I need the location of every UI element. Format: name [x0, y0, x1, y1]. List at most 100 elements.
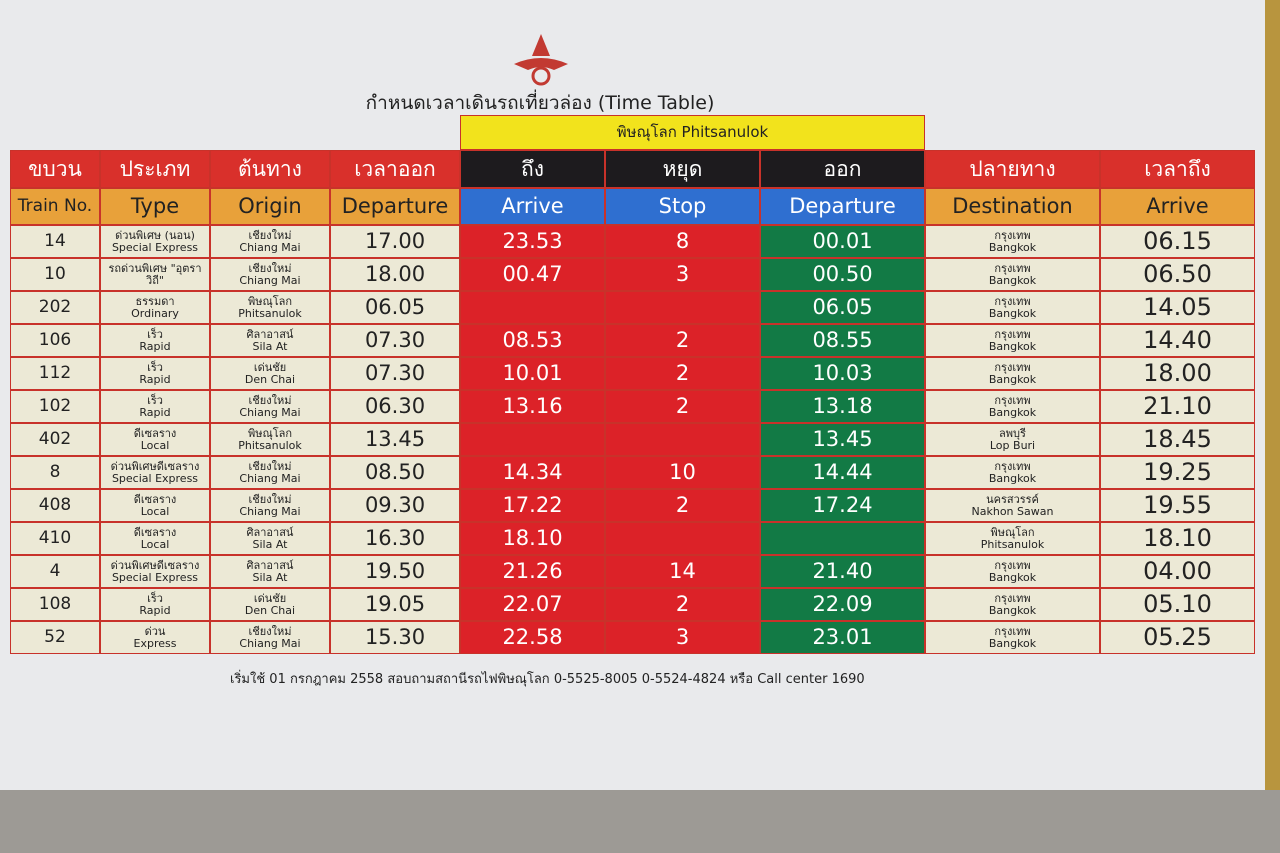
cell-english: Den Chai [244, 603, 296, 617]
cell-value: 14.34 [502, 460, 563, 485]
cell-thai: กรุงเทพ [994, 393, 1031, 407]
table-cell: 09.30 [330, 489, 460, 522]
table-cell: กรุงเทพ Bangkok [925, 555, 1100, 588]
table-cell: 06.05 [330, 291, 460, 324]
cell-value: 21.10 [1143, 391, 1212, 420]
cell-value: 410 [38, 527, 72, 548]
cell-value: 09.30 [364, 493, 426, 518]
cell-thai: กรุงเทพ [994, 558, 1031, 572]
cell-value: 108 [38, 593, 72, 614]
cell-english: Local [140, 438, 170, 452]
cell-english: Bangkok [988, 306, 1037, 320]
cell-english: Phitsanulok [238, 306, 302, 320]
header-thai-text: ประเภท [119, 156, 191, 181]
table-cell: ดีเซลราง Local [100, 522, 210, 555]
cell-thai: รถด่วนพิเศษ "อุตราวิถี" [108, 261, 202, 287]
cell-thai: กรุงเทพ [994, 459, 1031, 473]
table-cell: 07.30 [330, 324, 460, 357]
table-cell: 04.00 [1100, 555, 1255, 588]
cell-thai: พิษณุโลก [247, 426, 293, 440]
header-thai-text: ถึง [521, 156, 544, 181]
table-cell: เร็ว Rapid [100, 324, 210, 357]
cell-value: 4 [49, 560, 61, 581]
cell-thai: ดีเซลราง [133, 426, 177, 440]
table-cell: ดีเซลราง Local [100, 423, 210, 456]
table-cell: 4 [10, 555, 100, 588]
cell-thai: เร็ว [147, 591, 163, 605]
table-cell: เชียงใหม่ Chiang Mai [210, 258, 330, 291]
cell-value: 04.00 [1143, 556, 1212, 585]
cell-thai: ลพบุรี [999, 426, 1026, 440]
cell-english: Chiang Mai [239, 504, 301, 518]
footer-note: เริ่มใช้ 01 กรกฎาคม 2558 สอบถามสถานีรถไฟ… [230, 672, 865, 687]
table-cell: 13.45 [330, 423, 460, 456]
table-cell: 14.34 [460, 456, 605, 489]
table-cell: 14.40 [1100, 324, 1255, 357]
railway-logo [514, 34, 568, 86]
cell-english: Chiang Mai [239, 240, 301, 254]
header-thai-text: ออก [823, 156, 862, 181]
table-cell [605, 522, 760, 555]
table-cell: 21.26 [460, 555, 605, 588]
table-cell: 22.09 [760, 588, 925, 621]
cell-thai: พิษณุโลก [990, 525, 1035, 539]
cell-thai: ด่วน [144, 624, 166, 638]
cell-english: Bangkok [988, 603, 1037, 617]
cell-value: 07.30 [364, 361, 426, 386]
table-cell: เร็ว Rapid [100, 390, 210, 423]
cell-value: 408 [38, 494, 72, 515]
cell-value: 22.09 [812, 592, 873, 617]
cell-value: 21.40 [812, 559, 873, 584]
cell-value: 06.30 [364, 394, 426, 419]
cell-value: 402 [38, 428, 72, 449]
cell-value: 112 [38, 362, 72, 383]
table-cell: ด่วนพิเศษดีเซลราง Special Express [100, 555, 210, 588]
table-cell: 13.45 [760, 423, 925, 456]
table-cell: 108 [10, 588, 100, 621]
table-cell: 23.53 [460, 225, 605, 258]
cell-value: 13.18 [812, 394, 873, 419]
cell-value: 16.30 [364, 526, 426, 551]
cell-thai: ดีเซลราง [133, 525, 177, 539]
table-cell: 8 [605, 225, 760, 258]
cell-thai: ดีเซลราง [133, 492, 177, 506]
cell-english: Nakhon Sawan [971, 504, 1054, 518]
cell-thai: กรุงเทพ [994, 360, 1031, 374]
cell-value: 2 [675, 361, 690, 386]
cell-value: 22.58 [502, 625, 563, 650]
cell-thai: เชียงใหม่ [248, 261, 292, 275]
header-english: Stop [605, 188, 760, 225]
header-thai-text: เวลาถึง [1144, 156, 1211, 181]
table-cell: 10 [605, 456, 760, 489]
header-thai-text: หยุด [662, 156, 703, 181]
table-cell: 2 [605, 588, 760, 621]
table-cell: เชียงใหม่ Chiang Mai [210, 225, 330, 258]
cell-thai: ศิลาอาสน์ [246, 558, 294, 572]
cell-thai: กรุงเทพ [994, 261, 1031, 275]
cell-thai: ศิลาอาสน์ [246, 525, 294, 539]
cell-english: Phitsanulok [980, 537, 1045, 551]
table-cell: ธรรมดา Ordinary [100, 291, 210, 324]
floor [0, 790, 1280, 853]
cell-english: Bangkok [988, 570, 1037, 584]
cell-thai: เร็ว [147, 327, 163, 341]
cell-thai: กรุงเทพ [994, 624, 1031, 638]
table-cell: 2 [605, 489, 760, 522]
table-cell [605, 423, 760, 456]
header-english-text: Departure [789, 194, 896, 219]
table-cell: เร็ว Rapid [100, 357, 210, 390]
cell-value: 18.00 [1143, 358, 1212, 387]
table-cell: 3 [605, 258, 760, 291]
table-cell: 52 [10, 621, 100, 654]
cell-english: Local [140, 537, 170, 551]
cell-value: 13.45 [812, 427, 873, 452]
table-cell [460, 291, 605, 324]
table-cell: 16.30 [330, 522, 460, 555]
table-cell [605, 291, 760, 324]
header-english: Type [100, 188, 210, 225]
cell-value: 15.30 [364, 625, 426, 650]
table-cell: เด่นชัย Den Chai [210, 588, 330, 621]
table-cell: พิษณุโลก Phitsanulok [210, 291, 330, 324]
cell-english: Rapid [139, 372, 171, 386]
table-cell: 00.47 [460, 258, 605, 291]
